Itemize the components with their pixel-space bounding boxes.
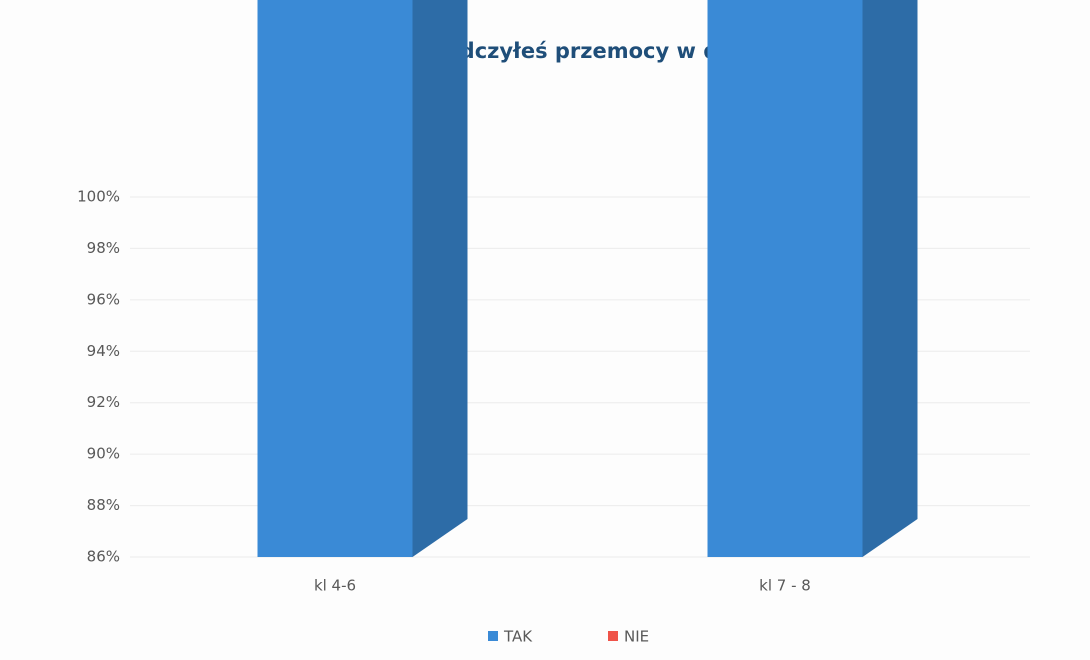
y-tick-label: 88% (87, 496, 120, 514)
bar-side (862, 0, 918, 557)
legend-swatch (608, 631, 618, 641)
x-tick-label: kl 4-6 (314, 577, 356, 595)
x-tick-label: kl 7 - 8 (759, 577, 811, 595)
y-tick-label: 92% (87, 393, 120, 411)
y-tick-label: 96% (87, 290, 120, 308)
y-tick-label: 86% (87, 548, 120, 566)
legend-label: TAK (503, 628, 533, 646)
bar-side (412, 0, 468, 557)
legend-label: NIE (624, 628, 649, 646)
legend-swatch (488, 631, 498, 641)
bar (257, 0, 413, 557)
y-tick-label: 90% (87, 445, 120, 463)
y-tick-label: 94% (87, 342, 120, 360)
bar (707, 0, 863, 557)
y-tick-label: 98% (87, 239, 120, 257)
y-tick-label: 100% (77, 188, 120, 206)
